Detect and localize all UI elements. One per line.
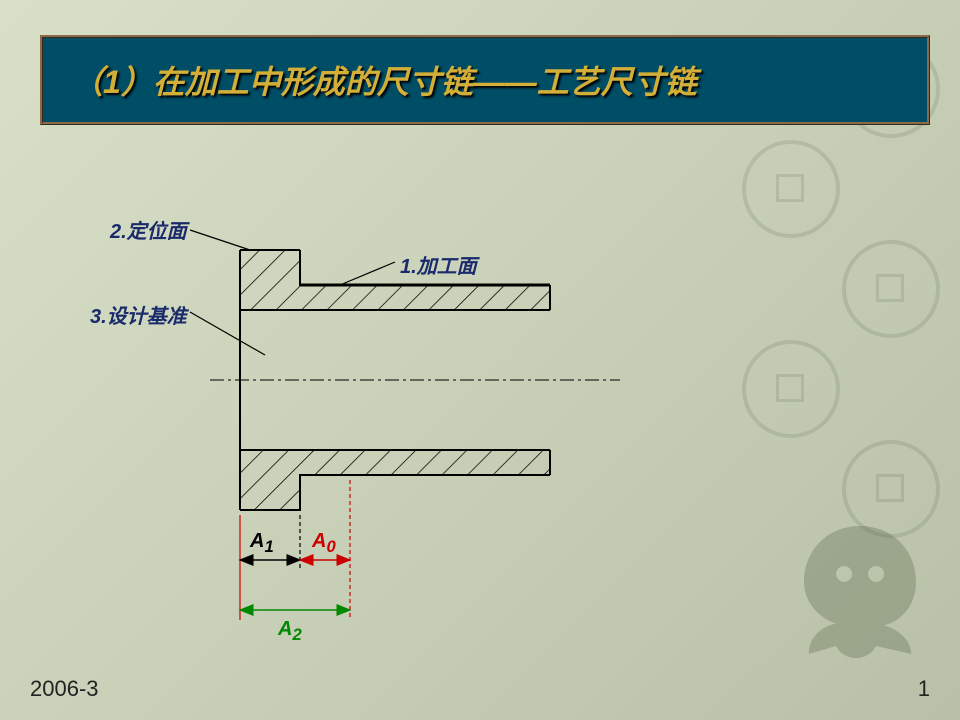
footer-date: 2006-3 — [30, 676, 99, 702]
label-3: 3.设计基准 — [90, 300, 187, 329]
label-2: 2.定位面 — [110, 215, 187, 244]
dim-a0: A0 — [312, 530, 336, 557]
slide-title: （1）在加工中形成的尺寸链——工艺尺寸链 — [71, 57, 697, 103]
title-bar: （1）在加工中形成的尺寸链——工艺尺寸链 — [40, 35, 930, 125]
dim-a2: A2 — [278, 618, 302, 645]
engineering-diagram: 2.定位面 1.加工面 3.设计基准 — [90, 190, 730, 650]
footer-page-number: 1 — [918, 676, 930, 702]
slide: （1）在加工中形成的尺寸链——工艺尺寸链 2.定位面 1.加工面 3.设计基准 — [0, 0, 960, 720]
dragon-ornament — [780, 510, 940, 670]
dim-a1: A1 — [250, 530, 274, 557]
label-1: 1.加工面 — [400, 250, 477, 279]
